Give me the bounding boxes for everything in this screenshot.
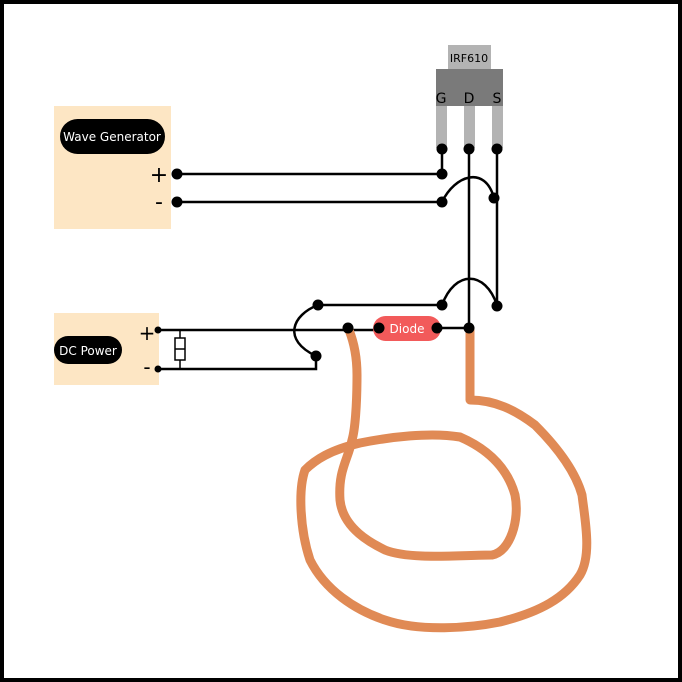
junction-coil-start <box>342 322 354 334</box>
capacitor <box>174 330 186 368</box>
junction-wave-plus <box>171 168 183 180</box>
junction-top-link <box>436 299 448 311</box>
junction-source-bottom <box>491 300 503 312</box>
wave-generator: Wave Generator + - <box>54 106 171 229</box>
dc-power-minus: - <box>143 355 150 379</box>
diode-label: Diode <box>390 322 425 336</box>
junction-loop-top <box>312 299 324 311</box>
junction-drain-pin <box>463 143 475 155</box>
transistor-body <box>436 69 503 106</box>
source-pin <box>492 106 503 148</box>
wave-generator-label: Wave Generator <box>63 130 161 144</box>
junction-wave-minus <box>171 196 183 208</box>
gate-pin <box>436 106 447 148</box>
junction-dc-plus <box>154 326 162 334</box>
dc-power-plus: + <box>139 321 156 345</box>
junction-loop-bottom <box>310 350 322 362</box>
drain-pin-label: D <box>464 91 475 107</box>
wave-generator-minus: - <box>155 190 163 215</box>
junction-drain-diode <box>463 322 475 334</box>
dc-power: DC Power + - <box>54 313 159 385</box>
diode-body <box>373 316 441 341</box>
source-pin-label: S <box>493 91 502 107</box>
junction-source-pin <box>491 143 503 155</box>
wave-generator-pill <box>60 119 165 154</box>
wire-hop-lower <box>440 277 499 306</box>
junction-gate-wire <box>436 168 448 180</box>
transistor: IRF610 G D S <box>436 45 503 148</box>
junction-dc-minus <box>154 365 162 373</box>
transistor-tab <box>448 45 491 69</box>
wave-generator-plus: + <box>150 163 168 188</box>
diode: Diode <box>373 316 441 341</box>
coil <box>296 325 592 633</box>
wire-loop <box>293 303 319 358</box>
junction-minus-wire <box>436 196 448 208</box>
junction-source-hop <box>488 192 500 204</box>
junction-diode-anode <box>373 322 385 334</box>
transistor-label: IRF610 <box>450 52 488 65</box>
drain-pin <box>464 106 475 148</box>
junction-gate-pin <box>436 143 448 155</box>
dc-power-pill <box>54 336 122 364</box>
dc-power-label: DC Power <box>59 344 117 358</box>
junctions <box>154 143 503 373</box>
junction-diode-cathode <box>431 322 443 334</box>
gate-pin-label: G <box>436 91 447 107</box>
